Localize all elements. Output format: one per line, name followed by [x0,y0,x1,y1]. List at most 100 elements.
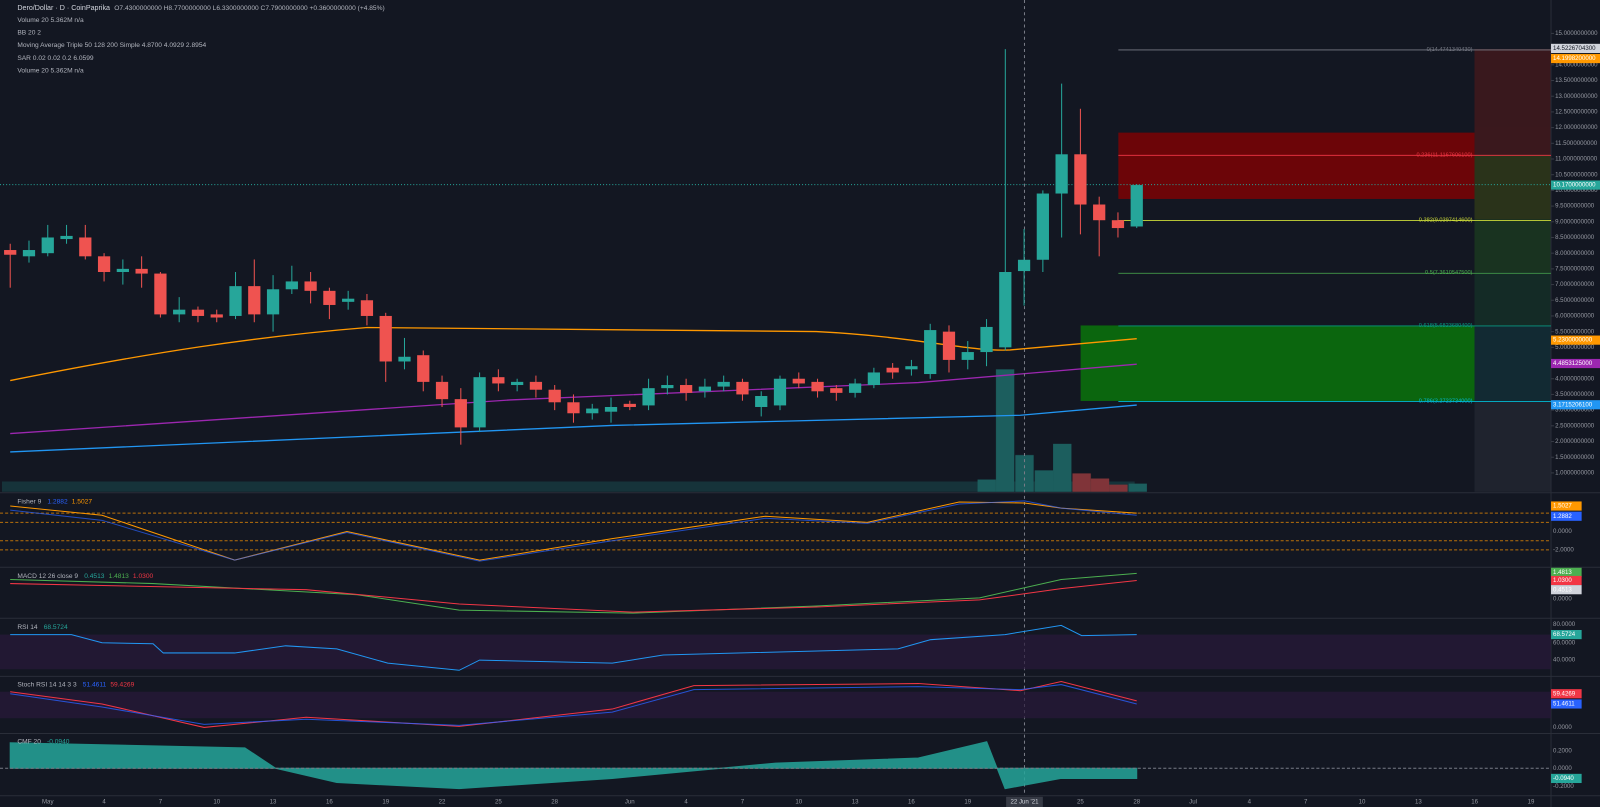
x-tick-label: May [42,799,54,806]
y-tick-label: 9.0000000000 [1555,218,1595,225]
price-label: 5.2300000000 [1553,337,1593,344]
x-tick-label: 16 [1471,799,1478,806]
x-tick-label: 28 [1133,799,1140,806]
candle-body [435,381,449,400]
y-tick-label: 13.5000000000 [1555,77,1598,84]
y-tick-label: 7.5000000000 [1555,265,1595,272]
candle-body [1055,154,1068,194]
ma-200 [10,404,1137,453]
candle-body [379,315,392,362]
pane-axis-bg [1551,567,1582,577]
y-tick-label: 15.0000000000 [1555,30,1598,37]
candle-body [698,386,712,392]
y-tick-label: 9.5000000000 [1555,203,1595,210]
pane-title: CMF 20 [17,738,41,745]
price-label-bg [1551,400,1600,410]
pane-value: 1.4813 [109,573,130,580]
fib-label: 0(14.4741340430) [1427,47,1473,53]
crosshair-date-bg [1006,796,1043,807]
y-tick-label: 3.5000000000 [1555,391,1595,398]
candle-body [511,381,524,386]
pane-axis-label: 1.5027 [1553,503,1572,510]
x-tick-label: Jul [1189,799,1197,806]
fib-zones [1474,48,1552,492]
candle-body [848,383,862,393]
candle-body [135,268,148,274]
pane-axis-label: 40.0000 [1553,657,1576,664]
candle-body [548,389,561,403]
price-label-bg [1551,335,1600,345]
candle-body [586,408,599,414]
price-label: 3.1715206100 [1553,401,1593,408]
pane-axis-label: 1.2882 [1553,513,1572,520]
x-tick-label: 4 [684,799,688,806]
legend-entry: BB 20 2 [17,30,41,37]
candle-body [1074,154,1087,205]
x-tick-label: 4 [1248,799,1252,806]
price-label-bg [1551,180,1600,190]
pane-axis-label: 0.0000 [1553,528,1572,535]
indicators [0,500,1552,790]
candle-body [942,331,956,360]
legend-entry: Volume 20 5.362M n/a [17,17,84,24]
pane-axis-label: -0.2000 [1553,783,1574,790]
y-tick-label: 6.0000000000 [1555,313,1595,320]
candle-body [604,406,618,412]
y-tick-label: 8.0000000000 [1555,250,1595,257]
candle-body [1093,204,1106,221]
candle-body [79,237,92,257]
x-tick-label: 25 [1077,799,1084,806]
candle-body [173,309,186,315]
y-tick-label: 11.5000000000 [1555,140,1598,147]
sell-zone [1118,132,1475,199]
y-tick-label: 2.5000000000 [1555,422,1595,429]
price-label: 4.4853125000 [1553,360,1593,367]
candle-body [680,385,693,393]
candle-body [116,268,129,273]
candle-body [191,309,205,316]
y-tick-label: 6.5000000000 [1555,297,1595,304]
x-tick-label: 10 [213,799,220,806]
pane-axis-label: -0.0940 [1553,775,1574,782]
x-tick-label: 13 [852,799,859,806]
x-tick-label: 19 [964,799,971,806]
candle-body [924,330,937,375]
pane-axis-label: 80.0000 [1553,621,1576,628]
candle-body [792,378,805,384]
pane-title: MACD 12 26 close 9 [17,573,78,580]
fib-label: 0.5(7.3610547500) [1425,270,1473,276]
candle-body [248,286,261,315]
price-label-bg [1551,358,1600,369]
y-tick-label: 10.0000000000 [1555,187,1598,194]
price-label: 10.1700000000 [1553,182,1596,189]
candle-body [661,385,674,389]
candle-body [961,352,974,360]
pane-axis-bg [1551,585,1582,595]
x-tick-label: 4 [102,799,106,806]
pane-axis-bg [1551,629,1582,640]
candle-body [285,281,298,290]
y-tick-label: 11.0000000000 [1555,156,1598,163]
legend-entry: Volume 20 5.362M n/a [17,67,84,74]
volume [2,369,1147,492]
pane-axis-label: 0.2000 [1553,747,1572,754]
candle-body [867,372,880,386]
x-tick-label: 10 [1359,799,1366,806]
candle-body [492,377,505,384]
x-tick-label: 13 [270,799,277,806]
price-label-bg [1551,53,1600,64]
candle-body [154,273,167,315]
x-tick-label: 7 [1304,799,1308,806]
x-tick-label: 25 [495,799,502,806]
price-label: 14.1998200000 [1553,55,1596,62]
crosshair-date: 22 Jun '21 [1010,799,1039,806]
x-tick-label: 19 [1528,799,1535,806]
pane-title: RSI 14 [17,624,38,631]
candle-body [811,381,824,392]
y-tick-label: 12.5000000000 [1555,109,1598,116]
candle-body [755,396,768,407]
ohlc: O7.4300000000 H8.7700000000 L6.330000000… [114,5,384,12]
